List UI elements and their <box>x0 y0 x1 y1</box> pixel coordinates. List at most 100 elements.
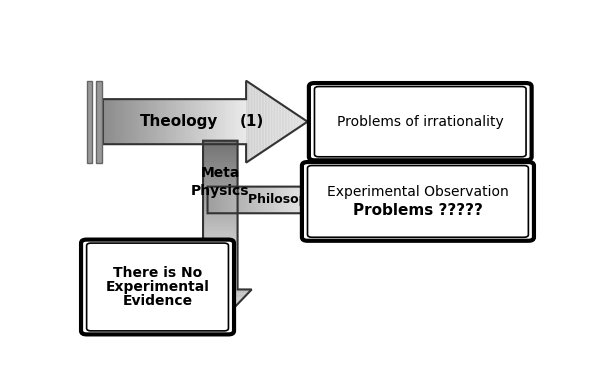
Polygon shape <box>203 188 238 190</box>
Polygon shape <box>191 292 250 293</box>
Polygon shape <box>232 99 233 144</box>
Polygon shape <box>362 195 364 204</box>
Polygon shape <box>260 187 262 213</box>
Polygon shape <box>304 120 306 124</box>
Polygon shape <box>115 99 117 144</box>
Polygon shape <box>293 112 295 131</box>
Polygon shape <box>124 99 126 144</box>
Polygon shape <box>209 310 232 311</box>
Polygon shape <box>203 150 238 151</box>
Polygon shape <box>305 187 307 213</box>
Polygon shape <box>361 195 362 205</box>
Polygon shape <box>203 196 238 197</box>
Polygon shape <box>208 309 233 310</box>
Polygon shape <box>256 187 257 213</box>
Polygon shape <box>211 312 230 313</box>
Polygon shape <box>202 302 239 303</box>
Polygon shape <box>203 258 238 260</box>
Bar <box>86 81 92 163</box>
Polygon shape <box>340 183 341 217</box>
Polygon shape <box>326 175 327 225</box>
Polygon shape <box>189 99 191 144</box>
Polygon shape <box>187 99 189 144</box>
Polygon shape <box>203 207 238 209</box>
Polygon shape <box>149 99 151 144</box>
FancyBboxPatch shape <box>302 162 534 241</box>
FancyBboxPatch shape <box>81 240 234 334</box>
Polygon shape <box>259 187 260 213</box>
Polygon shape <box>195 296 245 297</box>
Polygon shape <box>203 221 238 223</box>
Polygon shape <box>223 99 224 144</box>
Polygon shape <box>248 187 250 213</box>
Polygon shape <box>173 99 175 144</box>
Polygon shape <box>292 187 294 213</box>
Polygon shape <box>272 98 274 145</box>
Polygon shape <box>203 236 238 238</box>
Polygon shape <box>290 111 292 133</box>
Polygon shape <box>191 99 193 144</box>
Polygon shape <box>284 187 285 213</box>
Polygon shape <box>239 99 241 144</box>
Polygon shape <box>203 251 238 252</box>
Polygon shape <box>203 220 238 221</box>
Polygon shape <box>297 114 298 129</box>
Polygon shape <box>203 184 238 185</box>
Polygon shape <box>207 308 233 309</box>
Polygon shape <box>203 205 238 206</box>
Polygon shape <box>228 187 229 213</box>
Polygon shape <box>203 144 238 145</box>
Polygon shape <box>203 304 238 305</box>
Polygon shape <box>298 116 300 128</box>
Polygon shape <box>232 187 234 213</box>
Polygon shape <box>263 92 265 151</box>
Text: Theology: Theology <box>140 114 218 129</box>
Polygon shape <box>203 148 238 150</box>
Polygon shape <box>153 99 155 144</box>
Polygon shape <box>237 99 239 144</box>
Polygon shape <box>203 176 238 178</box>
Polygon shape <box>343 185 344 215</box>
Polygon shape <box>256 87 257 157</box>
Polygon shape <box>257 187 259 213</box>
Polygon shape <box>199 300 241 301</box>
Polygon shape <box>329 177 331 223</box>
FancyBboxPatch shape <box>314 87 526 157</box>
Polygon shape <box>203 238 238 239</box>
Polygon shape <box>211 99 212 144</box>
Polygon shape <box>274 187 275 213</box>
Polygon shape <box>217 319 223 320</box>
Polygon shape <box>300 117 301 127</box>
Polygon shape <box>221 99 223 144</box>
Polygon shape <box>203 279 238 280</box>
Polygon shape <box>203 227 238 228</box>
Polygon shape <box>301 117 303 126</box>
Polygon shape <box>351 189 352 211</box>
Polygon shape <box>268 187 269 213</box>
Polygon shape <box>220 321 221 322</box>
Polygon shape <box>196 297 245 298</box>
Polygon shape <box>341 183 342 217</box>
Polygon shape <box>166 99 167 144</box>
Polygon shape <box>237 187 238 213</box>
Polygon shape <box>176 99 178 144</box>
Polygon shape <box>252 85 254 158</box>
Polygon shape <box>203 194 238 196</box>
Polygon shape <box>203 280 238 282</box>
Polygon shape <box>275 187 277 213</box>
Polygon shape <box>203 165 238 166</box>
Polygon shape <box>113 99 115 144</box>
Polygon shape <box>337 181 338 218</box>
Polygon shape <box>217 99 219 144</box>
Polygon shape <box>356 192 358 207</box>
Polygon shape <box>211 187 212 213</box>
Polygon shape <box>219 99 221 144</box>
Polygon shape <box>332 179 334 221</box>
Text: (1): (1) <box>240 114 264 129</box>
Polygon shape <box>160 99 162 144</box>
Polygon shape <box>203 166 238 168</box>
Polygon shape <box>126 99 128 144</box>
Polygon shape <box>203 245 238 246</box>
Polygon shape <box>203 178 238 179</box>
Polygon shape <box>313 187 314 213</box>
